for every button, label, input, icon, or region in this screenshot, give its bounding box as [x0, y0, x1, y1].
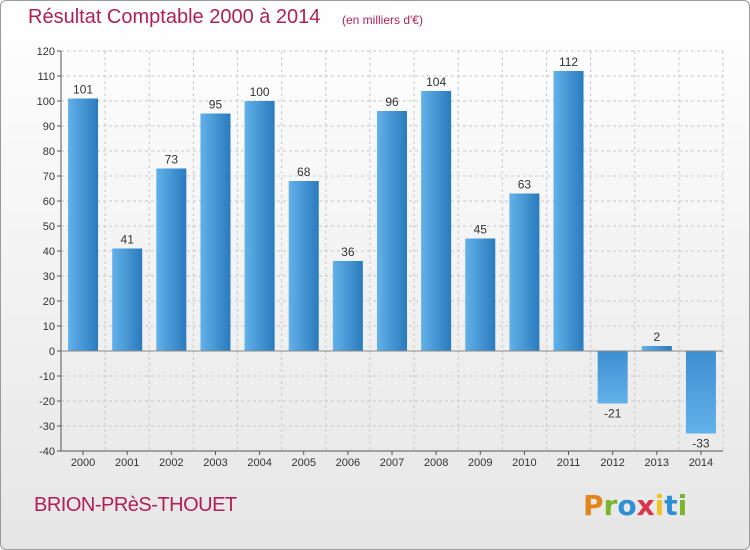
commune-name: BRION-PRèS-THOUET	[34, 494, 237, 516]
bar	[597, 351, 628, 404]
axes	[57, 50, 723, 455]
logo-letter: x	[636, 489, 655, 522]
data-label: 73	[165, 153, 179, 167]
bar	[465, 238, 496, 351]
data-label: 36	[341, 245, 355, 259]
y-tick-label: 60	[43, 196, 55, 208]
logo-letter: o	[617, 489, 637, 522]
bars	[68, 71, 716, 434]
x-tick-label: 2009	[468, 457, 492, 469]
y-tick-label: 90	[43, 121, 55, 133]
labels: -40 -30 -20 -10 0 10 20 30 40 50 60 70 80 90 100 110 120…	[37, 46, 714, 469]
x-tick-label: 2005	[291, 457, 315, 469]
chart-title: Résultat Comptable 2000 à 2014	[28, 6, 321, 28]
x-tick-label: 2008	[424, 457, 448, 469]
bar	[112, 248, 143, 351]
data-label: 95	[209, 98, 223, 112]
logo-letter: r	[603, 489, 618, 522]
data-label: 45	[474, 223, 488, 237]
y-tick-label: 50	[43, 221, 55, 233]
y-tick-label: 100	[37, 96, 55, 108]
proxiti-logo: Proxiti	[583, 489, 687, 522]
bar	[641, 346, 672, 351]
x-tick-label: 2001	[115, 457, 139, 469]
data-label: 41	[121, 233, 135, 247]
logo-letter: i	[677, 489, 688, 522]
x-tick-label: 2006	[336, 457, 360, 469]
x-tick-label: 2010	[512, 457, 536, 469]
data-label: -21	[604, 407, 622, 421]
y-tick-label: 0	[49, 346, 55, 358]
bar	[288, 181, 319, 351]
logo-letter: P	[583, 489, 604, 522]
x-tick-label: 2012	[600, 457, 624, 469]
y-tick-label: 30	[43, 271, 55, 283]
x-tick-label: 2011	[557, 457, 581, 469]
data-label: 101	[73, 83, 93, 97]
data-label: 100	[250, 85, 270, 99]
x-tick-label: 2014	[689, 457, 713, 469]
data-label: 68	[297, 165, 311, 179]
bar	[68, 98, 99, 351]
y-tick-label: 40	[43, 246, 55, 258]
bar	[200, 113, 231, 351]
logo-letter: i	[654, 489, 665, 522]
data-label: 96	[385, 95, 399, 109]
bar	[553, 71, 584, 351]
x-tick-label: 2013	[645, 457, 669, 469]
y-tick-label: -40	[39, 446, 55, 458]
y-tick-label: -20	[39, 396, 55, 408]
x-tick-label: 2004	[247, 457, 271, 469]
y-tick-label: 80	[43, 146, 55, 158]
bar	[685, 351, 716, 434]
y-tick-label: 70	[43, 171, 55, 183]
bar	[509, 193, 540, 351]
y-tick-label: -10	[39, 371, 55, 383]
y-tick-label: 10	[43, 321, 55, 333]
data-label: -33	[692, 437, 710, 451]
bar	[156, 168, 187, 351]
data-label: 63	[518, 178, 532, 192]
y-tick-label: -30	[39, 421, 55, 433]
y-tick-label: 20	[43, 296, 55, 308]
data-label: 104	[426, 75, 446, 89]
chart-subtitle: (en milliers d'€)	[342, 13, 423, 27]
bar	[332, 261, 363, 351]
x-tick-label: 2003	[203, 457, 227, 469]
y-tick-label: 120	[37, 46, 55, 58]
x-tick-label: 2000	[71, 457, 95, 469]
x-tick-label: 2007	[380, 457, 404, 469]
y-tick-label: 110	[37, 71, 55, 83]
bar	[244, 101, 275, 351]
bar	[421, 91, 452, 351]
logo-letter: t	[664, 489, 678, 522]
data-label: 112	[559, 55, 578, 69]
bar	[377, 111, 407, 351]
x-tick-label: 2002	[159, 457, 183, 469]
data-label: 2	[653, 330, 660, 344]
